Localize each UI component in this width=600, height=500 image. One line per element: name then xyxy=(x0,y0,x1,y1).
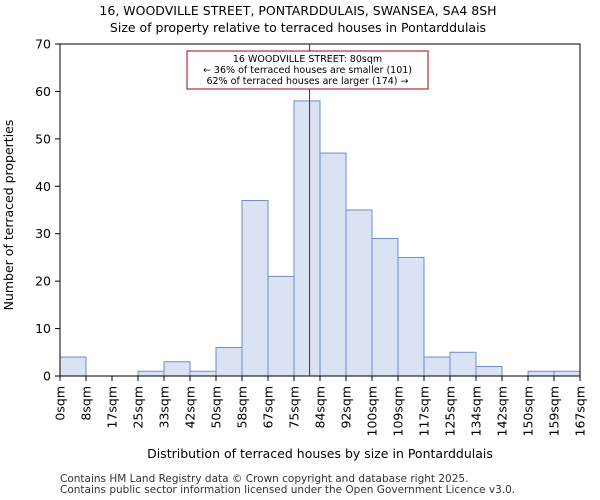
x-tick-label: 67sqm xyxy=(261,386,276,429)
annotation-line-2: ← 36% of terraced houses are smaller (10… xyxy=(203,65,412,76)
y-tick-label: 50 xyxy=(35,131,51,146)
x-tick-label: 125sqm xyxy=(443,386,458,436)
x-tick-label: 92sqm xyxy=(339,386,354,429)
bar-159sqm xyxy=(553,370,581,377)
chart-subtitle: Size of property relative to terraced ho… xyxy=(110,20,486,35)
bar-33sqm xyxy=(163,361,191,377)
footer-line-1: Contains HM Land Registry data © Crown c… xyxy=(60,473,469,485)
y-tick-label: 0 xyxy=(43,369,51,384)
annotation-line-3: 62% of terraced houses are larger (174) … xyxy=(207,76,409,87)
x-tick-label: 0sqm xyxy=(53,386,68,421)
y-axis-ticks: 0 10 20 30 40 50 60 70 xyxy=(35,37,60,384)
x-axis-label: Distribution of terraced houses by size … xyxy=(147,446,493,461)
bar-92sqm xyxy=(345,209,373,377)
x-tick-label: 42sqm xyxy=(183,386,198,429)
x-tick-label: 50sqm xyxy=(209,386,224,429)
bar-50sqm xyxy=(215,347,243,377)
x-tick-label: 117sqm xyxy=(417,386,432,436)
x-tick-label: 142sqm xyxy=(495,386,510,436)
annotation-box xyxy=(186,50,429,90)
bar-84sqm xyxy=(319,152,347,377)
bar-58sqm xyxy=(241,200,269,377)
x-tick-label: 58sqm xyxy=(235,386,250,429)
bar-117sqm xyxy=(423,356,451,377)
x-tick-label: 84sqm xyxy=(313,386,328,429)
y-tick-label: 40 xyxy=(35,179,51,194)
bar-67sqm xyxy=(267,275,295,377)
y-tick-label: 70 xyxy=(35,37,51,52)
x-tick-label: 33sqm xyxy=(157,386,172,429)
x-tick-label: 25sqm xyxy=(131,386,146,429)
x-tick-label: 167sqm xyxy=(573,386,588,436)
annotation-text: 16 WOODVILLE STREET: 80sqm ← 36% of terr… xyxy=(203,54,412,87)
bar-0sqm xyxy=(59,356,87,377)
y-axis-label: Number of terraced properties xyxy=(1,120,16,311)
x-tick-label: 159sqm xyxy=(547,386,562,436)
y-tick-label: 30 xyxy=(35,226,51,241)
footer-line-2: Contains public sector information licen… xyxy=(60,484,516,496)
x-tick-label: 150sqm xyxy=(521,386,536,436)
bar-150sqm xyxy=(527,370,555,377)
annotation-line-1: 16 WOODVILLE STREET: 80sqm xyxy=(233,54,382,65)
x-axis-ticks: 0sqm 8sqm 17sqm 25sqm 33sqm 42sqm 50sqm 58sqm 67… xyxy=(53,376,588,436)
bar-100sqm xyxy=(371,237,399,377)
x-tick-label: 100sqm xyxy=(365,386,380,436)
x-tick-label: 134sqm xyxy=(469,386,484,436)
bar-109sqm xyxy=(397,256,425,377)
x-tick-label: 8sqm xyxy=(79,386,94,421)
chart-title: 16, WOODVILLE STREET, PONTARDDULAIS, SWA… xyxy=(99,3,496,18)
bars xyxy=(59,100,581,377)
x-tick-label: 109sqm xyxy=(391,386,406,436)
x-tick-label: 75sqm xyxy=(287,386,302,429)
y-tick-label: 60 xyxy=(35,84,51,99)
bar-134sqm xyxy=(475,366,503,377)
y-tick-label: 10 xyxy=(35,321,51,336)
bar-42sqm xyxy=(189,370,217,377)
y-tick-label: 20 xyxy=(35,274,51,289)
bar-75sqm xyxy=(293,100,321,377)
bar-125sqm xyxy=(449,351,477,377)
bar-25sqm xyxy=(137,370,165,377)
x-tick-label: 17sqm xyxy=(105,386,120,429)
